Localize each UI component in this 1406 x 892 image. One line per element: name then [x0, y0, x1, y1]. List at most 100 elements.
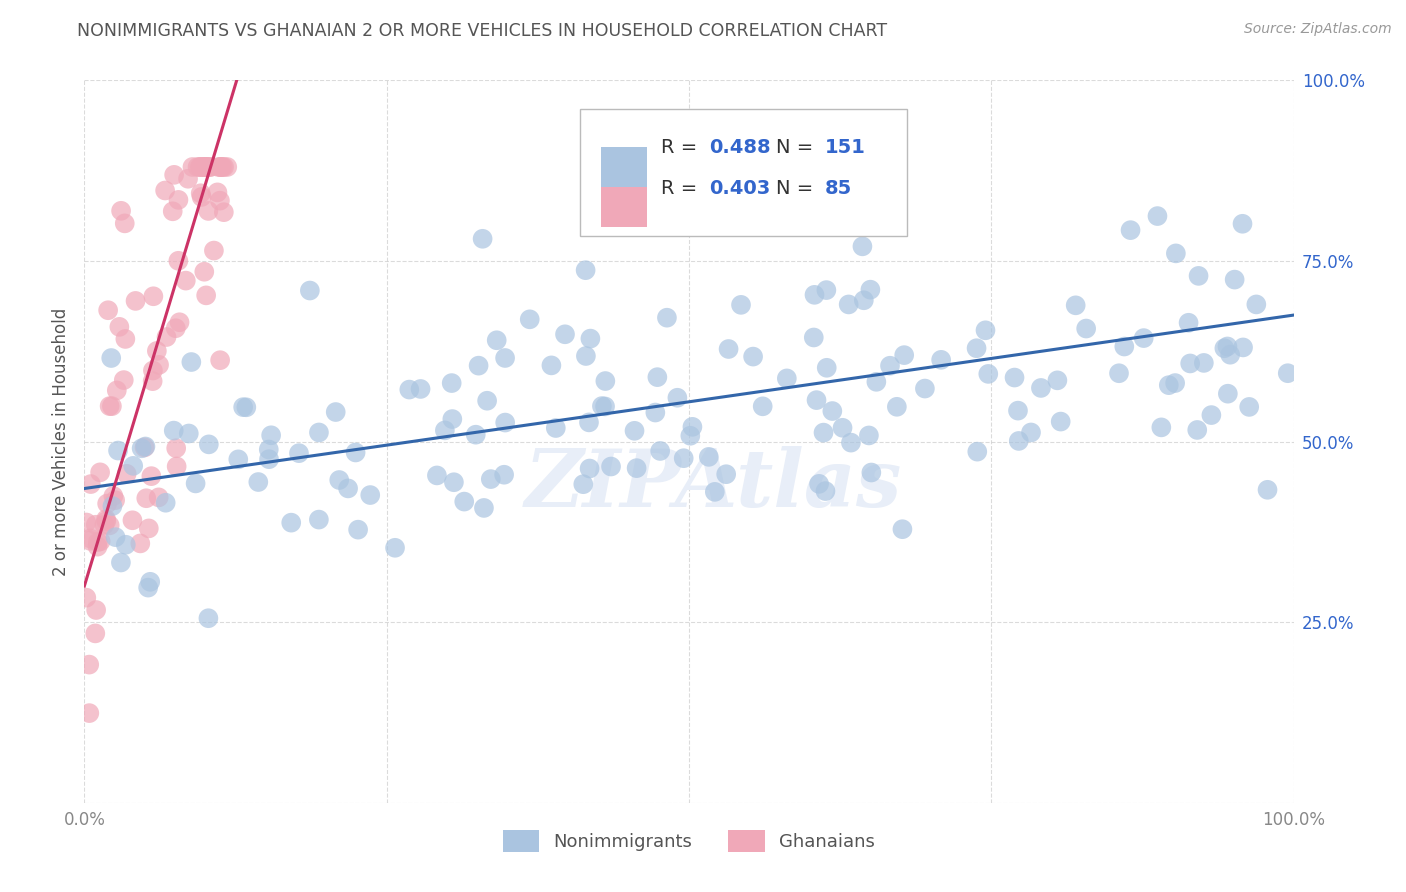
Point — [730, 298, 752, 312]
Point — [87, 535, 110, 549]
Point — [575, 349, 598, 363]
Point — [1076, 321, 1098, 335]
Text: Source: ZipAtlas.com: Source: ZipAtlas.com — [1244, 22, 1392, 37]
Point — [207, 160, 229, 174]
Point — [90, 534, 112, 549]
Point — [193, 265, 215, 279]
Point — [697, 450, 720, 464]
Point — [86, 540, 108, 554]
Point — [1007, 403, 1029, 417]
Point — [129, 536, 152, 550]
Point — [138, 521, 160, 535]
FancyBboxPatch shape — [600, 186, 647, 227]
Point — [163, 424, 186, 438]
Point — [813, 425, 835, 440]
Point — [174, 274, 197, 288]
Point — [494, 416, 516, 430]
Point — [1246, 297, 1268, 311]
Point — [475, 393, 498, 408]
Point — [443, 475, 465, 490]
Point — [1049, 415, 1071, 429]
Point — [650, 444, 672, 458]
Point — [190, 190, 212, 204]
Point — [672, 451, 695, 466]
Point — [1029, 381, 1052, 395]
Point — [104, 530, 127, 544]
Point — [803, 330, 825, 344]
Point — [1187, 268, 1209, 283]
Point — [155, 496, 177, 510]
Point — [288, 446, 311, 460]
Point — [1277, 366, 1299, 380]
Point — [1232, 217, 1254, 231]
Point — [359, 488, 381, 502]
Point — [1119, 223, 1142, 237]
Point — [666, 391, 689, 405]
Point — [821, 404, 844, 418]
Point — [84, 626, 107, 640]
FancyBboxPatch shape — [581, 109, 907, 235]
Point — [467, 359, 489, 373]
Point — [1164, 246, 1187, 260]
Point — [98, 399, 121, 413]
Point — [197, 160, 219, 174]
Text: 151: 151 — [824, 138, 865, 157]
Point — [202, 244, 225, 258]
FancyBboxPatch shape — [600, 147, 647, 186]
Point — [97, 303, 120, 318]
Point — [124, 293, 146, 308]
Point — [235, 401, 257, 415]
Point — [593, 400, 616, 414]
Point — [101, 499, 124, 513]
Point — [96, 514, 118, 528]
Point — [1164, 376, 1187, 390]
Point — [177, 171, 200, 186]
Point — [647, 370, 669, 384]
Point — [554, 327, 576, 342]
Point — [108, 319, 131, 334]
Point — [1150, 420, 1173, 434]
Point — [207, 186, 229, 200]
Point — [751, 400, 773, 414]
Point — [453, 494, 475, 508]
Point — [1019, 425, 1042, 440]
Point — [655, 310, 678, 325]
Point — [1213, 341, 1236, 355]
Point — [212, 160, 235, 174]
Point — [858, 428, 880, 442]
Point — [433, 423, 456, 437]
Point — [131, 442, 153, 456]
Point — [193, 160, 215, 174]
Point — [494, 351, 516, 365]
Point — [134, 441, 156, 455]
Point — [134, 440, 156, 454]
Point — [600, 459, 623, 474]
Point — [153, 184, 176, 198]
Text: 85: 85 — [824, 179, 852, 198]
Point — [808, 476, 831, 491]
Point — [859, 283, 882, 297]
Point — [337, 482, 360, 496]
Point — [966, 444, 988, 458]
Point — [852, 293, 875, 308]
Point — [831, 421, 853, 435]
Point — [194, 160, 217, 174]
Point — [162, 204, 184, 219]
Point — [472, 500, 495, 515]
Point — [187, 160, 209, 174]
Point — [260, 428, 283, 442]
Text: R =: R = — [661, 138, 703, 157]
Point — [167, 193, 190, 207]
Point — [100, 351, 122, 365]
Point — [1232, 340, 1254, 354]
Point — [188, 160, 211, 174]
Point — [1146, 209, 1168, 223]
Point — [84, 517, 107, 532]
Point — [578, 416, 600, 430]
Point — [166, 459, 188, 474]
Point — [280, 516, 302, 530]
Point — [1157, 378, 1180, 392]
Point — [209, 160, 232, 174]
Point — [464, 427, 486, 442]
Point — [194, 160, 217, 174]
